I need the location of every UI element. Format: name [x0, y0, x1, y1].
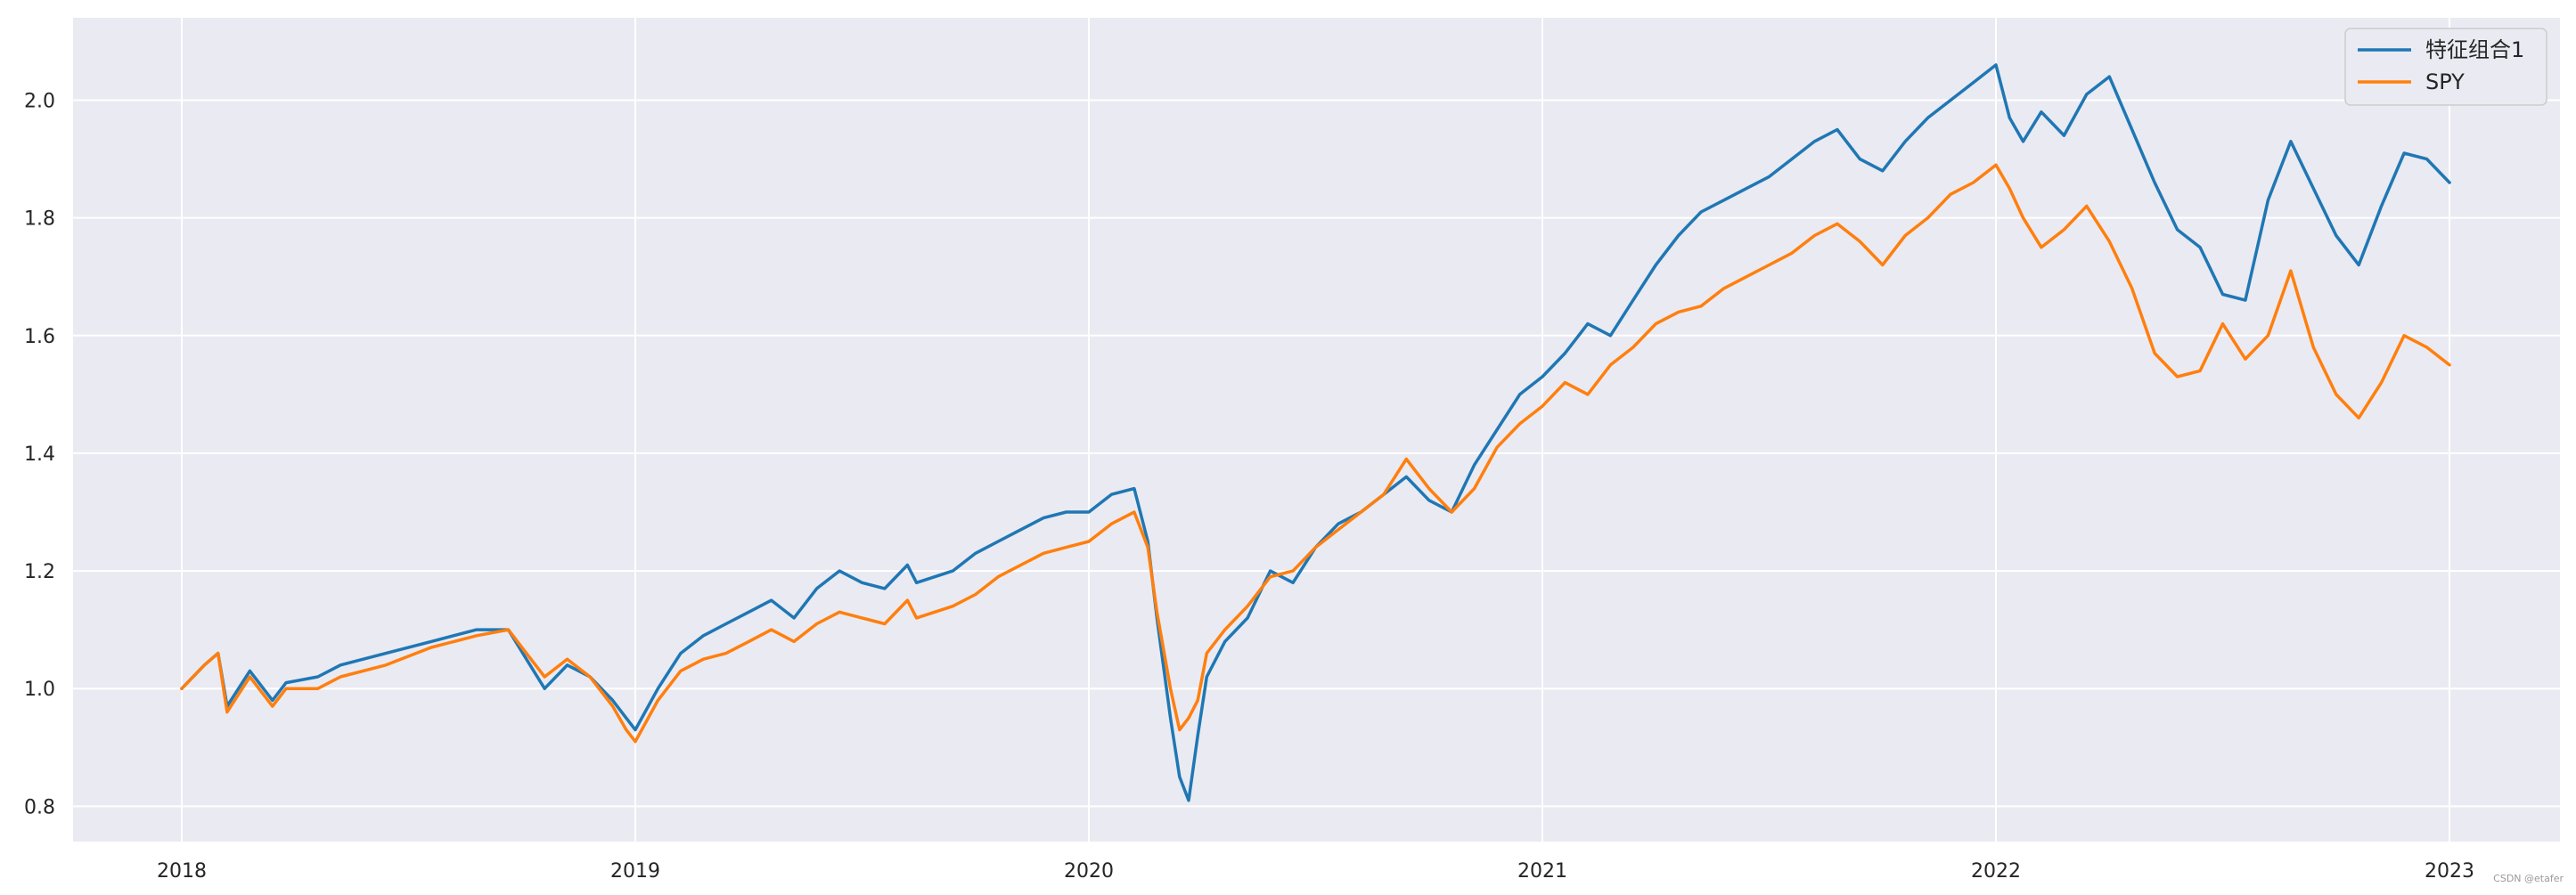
legend-label: SPY	[2425, 69, 2465, 94]
x-tick-label: 2020	[1064, 860, 1114, 883]
y-tick-label: 2.0	[24, 91, 55, 113]
series-line	[180, 63, 2451, 802]
y-tick-label: 1.0	[24, 679, 55, 701]
y-tick-label: 1.8	[24, 208, 55, 231]
legend: 特征组合1 SPY	[2344, 28, 2547, 106]
y-tick-label: 1.6	[24, 326, 55, 348]
legend-box	[2344, 28, 2547, 106]
x-tick-label: 2023	[2425, 860, 2474, 883]
y-tick-label: 1.4	[24, 443, 55, 466]
x-tick-label: 2021	[1517, 860, 1567, 883]
watermark: CSDN @etafer	[2493, 873, 2564, 884]
tick-labels: 2018 2019 2020 2021 2022 2023 0.8 1.0 1.2 1.4 1.6 1…	[24, 91, 2474, 883]
plot-area	[73, 18, 2560, 842]
x-tick-label: 2019	[610, 860, 660, 883]
grid-lines	[73, 18, 2560, 842]
legend-label: 特征组合1	[2425, 37, 2524, 62]
x-tick-label: 2018	[157, 860, 207, 883]
y-tick-label: 1.2	[24, 561, 55, 583]
series-layer	[180, 63, 2451, 802]
series-line	[180, 163, 2451, 744]
y-tick-label: 0.8	[24, 796, 55, 818]
x-tick-label: 2022	[1971, 860, 2021, 883]
